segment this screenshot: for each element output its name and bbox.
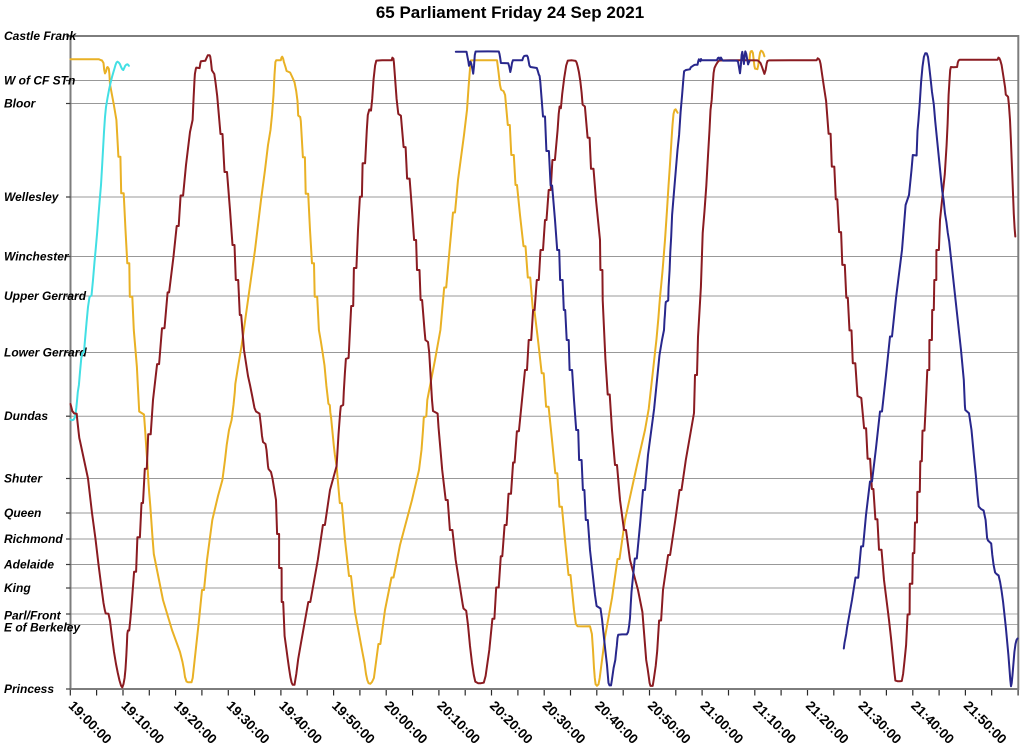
svg-text:Bloor: Bloor xyxy=(4,97,37,111)
svg-text:Adelaide: Adelaide xyxy=(3,558,54,572)
svg-text:Parl/Front: Parl/Front xyxy=(4,609,62,623)
svg-text:Queen: Queen xyxy=(4,506,41,520)
svg-text:W of CF STn: W of CF STn xyxy=(4,74,75,88)
svg-text:Wellesley: Wellesley xyxy=(4,190,60,204)
svg-text:Upper Gerrard: Upper Gerrard xyxy=(4,289,87,303)
svg-text:Dundas: Dundas xyxy=(4,409,48,423)
svg-text:King: King xyxy=(4,581,31,595)
svg-text:Castle Frank: Castle Frank xyxy=(4,29,77,43)
svg-text:Winchester: Winchester xyxy=(4,250,70,264)
svg-text:Princess: Princess xyxy=(4,682,54,696)
svg-text:E of Berkeley: E of Berkeley xyxy=(4,621,81,635)
svg-text:Shuter: Shuter xyxy=(4,472,43,486)
svg-text:65 Parliament Friday 24 Sep 20: 65 Parliament Friday 24 Sep 2021 xyxy=(376,3,644,22)
svg-text:Lower Gerrard: Lower Gerrard xyxy=(4,346,87,360)
svg-text:Richmond: Richmond xyxy=(4,532,63,546)
